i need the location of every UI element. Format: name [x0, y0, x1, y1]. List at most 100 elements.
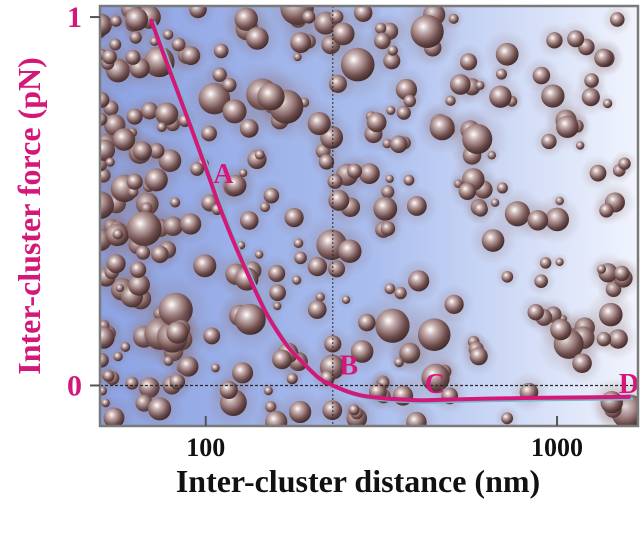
cluster-particle [469, 347, 488, 366]
cluster-particle [189, 6, 207, 19]
cluster-particle [254, 149, 265, 160]
cluster-particle [126, 108, 143, 125]
cluster-particle [100, 326, 115, 349]
cluster-particle [289, 400, 312, 424]
cluster-particle [449, 74, 471, 95]
cluster-particle [156, 122, 167, 132]
cluster-particle [347, 163, 362, 179]
cluster-particle [193, 254, 217, 278]
cluster-particle [190, 162, 204, 176]
cluster-particle [307, 300, 327, 319]
cluster-particle [602, 98, 613, 109]
cluster-particle [572, 353, 592, 374]
cluster-particle [406, 411, 427, 426]
cluster-particle [263, 187, 280, 204]
cluster-particle [417, 318, 451, 351]
cluster-particle [338, 239, 362, 263]
cluster-particle [596, 264, 607, 274]
cluster-particle [490, 198, 500, 207]
cluster-particle [534, 274, 548, 289]
cluster-particle [203, 327, 221, 345]
y-tick-label: 0 [67, 369, 82, 402]
cluster-particle [618, 157, 631, 170]
annotation-d: D [619, 369, 639, 400]
cluster-particle [100, 386, 108, 396]
cluster-particle [112, 228, 124, 240]
annotation-c: C [425, 369, 445, 400]
cluster-particle [318, 154, 335, 170]
cluster-particle [101, 398, 110, 408]
cluster-particle [290, 32, 312, 54]
cluster-particle [501, 270, 514, 283]
cluster-particle [354, 6, 373, 22]
cluster-particle [169, 373, 186, 390]
x-axis-label: Inter-cluster distance (nm) [176, 463, 540, 499]
cluster-particle [126, 173, 143, 190]
cluster-particle [373, 196, 398, 221]
force-curve [149, 18, 631, 403]
y-tick-label: 1 [67, 1, 82, 34]
cluster-particle [410, 14, 444, 49]
cluster-particle [584, 73, 599, 88]
cluster-particle [284, 207, 304, 228]
cluster-particle [481, 229, 505, 252]
cluster-particle [527, 304, 544, 321]
cluster-particle [589, 164, 607, 182]
cluster-particle [550, 318, 572, 341]
cluster-particle [350, 340, 374, 363]
cluster-particle [302, 10, 316, 24]
cluster-particle [496, 182, 508, 194]
y-axis: 01 [67, 1, 100, 402]
cluster-particle [532, 66, 551, 85]
cluster-particle [112, 128, 136, 151]
cluster-particle [458, 182, 477, 201]
cluster-particle [239, 168, 248, 178]
cluster-particle [599, 203, 614, 218]
cluster-particle [328, 189, 350, 211]
cluster-particle [239, 211, 259, 230]
cluster-particle [598, 302, 623, 327]
cluster-particle [501, 412, 514, 425]
cluster-particle [385, 174, 394, 183]
plot-frame [98, 4, 640, 428]
annotation-b: B [339, 350, 358, 381]
cluster-particle [222, 77, 237, 93]
x-axis: 100 1000 [186, 416, 583, 462]
cluster-particle [125, 49, 141, 65]
cluster-particle [245, 26, 269, 50]
cluster-particle [614, 265, 630, 282]
cluster-particle [556, 115, 579, 139]
cluster-particle [234, 303, 266, 335]
cluster-particle [257, 83, 285, 111]
cluster-particle [389, 135, 408, 153]
cluster-particle [170, 197, 181, 208]
plot-area: A B C D [98, 4, 640, 428]
cluster-particle [181, 46, 201, 66]
cluster-particle [113, 351, 123, 362]
x-tick-label: 1000 [531, 433, 583, 462]
cluster-particle [102, 370, 115, 382]
cluster-particle [386, 105, 396, 115]
cluster-particle [341, 295, 351, 304]
cluster-particle [609, 12, 625, 27]
cluster-particle [340, 47, 375, 82]
cluster-particle [115, 283, 125, 293]
cluster-particle [495, 42, 519, 66]
cluster-particle [366, 112, 387, 133]
y-axis-label: Inter-cluster force (pN) [11, 57, 47, 375]
cluster-particle [403, 174, 415, 186]
cluster-particle [406, 196, 427, 216]
cluster-particle [408, 270, 430, 292]
cluster-particle [180, 213, 202, 235]
annotation-a: A [213, 159, 234, 190]
cluster-particle [322, 400, 343, 421]
cluster-particle [462, 123, 493, 154]
cluster-particle [358, 313, 376, 332]
cluster-particle [106, 254, 126, 274]
cluster-particle [103, 407, 125, 426]
cluster-particle [294, 251, 307, 265]
cluster-particle [239, 118, 259, 138]
cluster-particle [527, 210, 549, 231]
cluster-particle [219, 380, 238, 400]
